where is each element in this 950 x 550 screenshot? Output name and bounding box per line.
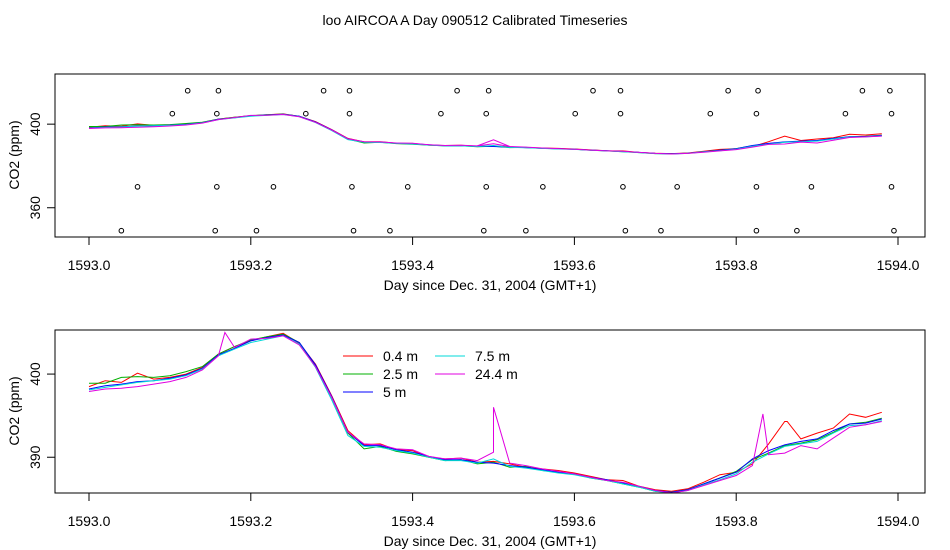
marker-point <box>212 227 219 234</box>
y-axis: 390 400 <box>27 362 55 469</box>
marker-point <box>725 87 731 94</box>
y-tick-label: 390 <box>27 445 43 469</box>
x-tick-label: 1593.6 <box>553 257 596 273</box>
y-axis-label: CO2 (ppm) <box>6 120 22 189</box>
marker-point <box>214 184 220 190</box>
legend-label: 0.4 m <box>383 348 418 364</box>
marker-point <box>859 87 866 94</box>
legend-label: 7.5 m <box>475 348 510 364</box>
marker-point <box>454 87 460 94</box>
series-line-4 <box>88 335 882 494</box>
series-line-5 <box>88 113 882 155</box>
marker-point <box>707 110 714 117</box>
x-tick-label: 1593.8 <box>715 257 758 273</box>
series-line-3 <box>88 113 882 155</box>
x-axis: 1593.0 1593.2 1593.4 1593.6 1593.8 1594.0 <box>68 492 920 529</box>
x-tick-label: 1593.2 <box>229 513 272 529</box>
marker-point <box>387 227 393 234</box>
marker-point <box>480 227 487 234</box>
marker-point <box>438 110 444 117</box>
series-spike <box>477 139 510 147</box>
plot-area <box>88 87 897 234</box>
legend-label: 2.5 m <box>383 366 418 382</box>
marker-point <box>888 184 895 190</box>
legend: 0.4 m 2.5 m 5 m 7.5 m 24.4 m <box>343 348 518 400</box>
legend-label: 5 m <box>383 384 406 400</box>
x-tick-label: 1593.4 <box>391 513 434 529</box>
series-line-4 <box>88 113 882 155</box>
marker-point <box>320 87 327 94</box>
x-tick-label: 1594.0 <box>877 257 920 273</box>
marker-point <box>842 110 849 117</box>
marker-point <box>674 184 680 190</box>
marker-point <box>658 227 664 234</box>
y-tick-label: 400 <box>27 112 43 136</box>
marker-point <box>617 110 624 117</box>
marker-point <box>808 184 815 190</box>
marker-point <box>350 227 357 234</box>
marker-point <box>753 184 760 190</box>
panel-detail: 1593.0 1593.2 1593.4 1593.6 1593.8 1594.0 390… <box>6 329 926 549</box>
marker-point <box>523 227 529 234</box>
legend-label: 24.4 m <box>475 366 518 382</box>
marker-point <box>483 184 490 190</box>
chart-title: loo AIRCOA A Day 090512 Calibrated Times… <box>322 12 627 28</box>
marker-point <box>483 110 490 117</box>
x-tick-label: 1593.0 <box>68 513 111 529</box>
marker-point <box>303 110 309 117</box>
marker-point <box>540 184 546 190</box>
marker-point <box>184 87 191 94</box>
x-axis-label: Day since Dec. 31, 2004 (GMT+1) <box>384 277 597 293</box>
x-tick-label: 1593.2 <box>229 257 272 273</box>
x-tick-label: 1593.8 <box>715 513 758 529</box>
marker-point <box>887 87 893 94</box>
y-axis-label: CO2 (ppm) <box>6 376 22 445</box>
marker-point <box>753 227 760 234</box>
marker-point <box>169 110 176 117</box>
marker-point <box>590 87 596 94</box>
marker-point <box>485 87 492 94</box>
x-tick-label: 1593.4 <box>391 257 434 273</box>
marker-point <box>134 184 141 190</box>
marker-point <box>888 110 895 117</box>
marker-point <box>214 110 220 117</box>
plot-frame <box>54 73 926 238</box>
y-tick-label: 400 <box>27 362 43 386</box>
marker-point <box>118 227 125 234</box>
panel-overview: 1593.0 1593.2 1593.4 1593.6 1593.8 1594.0 360… <box>6 73 926 293</box>
series-line-3 <box>88 334 882 493</box>
x-tick-label: 1593.0 <box>68 257 111 273</box>
marker-point <box>349 184 355 190</box>
marker-point <box>215 87 222 94</box>
marker-point <box>270 184 277 190</box>
marker-point <box>753 110 760 117</box>
series-line-2 <box>89 113 882 155</box>
series-line-5 <box>88 331 882 494</box>
marker-point <box>891 227 897 234</box>
marker-point <box>346 87 353 94</box>
x-tick-label: 1594.0 <box>877 513 920 529</box>
marker-point <box>617 87 624 94</box>
y-tick-label: 360 <box>27 196 43 220</box>
y-axis: 360 400 <box>27 112 55 219</box>
x-axis-label: Day since Dec. 31, 2004 (GMT+1) <box>384 533 597 549</box>
marker-point <box>622 227 629 234</box>
series-line-1 <box>88 113 882 155</box>
marker-point <box>755 87 761 94</box>
marker-point <box>346 110 353 117</box>
marker-point <box>620 184 626 190</box>
marker-point <box>253 227 260 234</box>
marker-point <box>794 227 800 234</box>
marker-point <box>572 110 579 117</box>
x-axis: 1593.0 1593.2 1593.4 1593.6 1593.8 1594.0 <box>68 236 920 273</box>
x-tick-label: 1593.6 <box>553 513 596 529</box>
plot-area <box>88 331 882 494</box>
marker-point <box>404 184 411 190</box>
